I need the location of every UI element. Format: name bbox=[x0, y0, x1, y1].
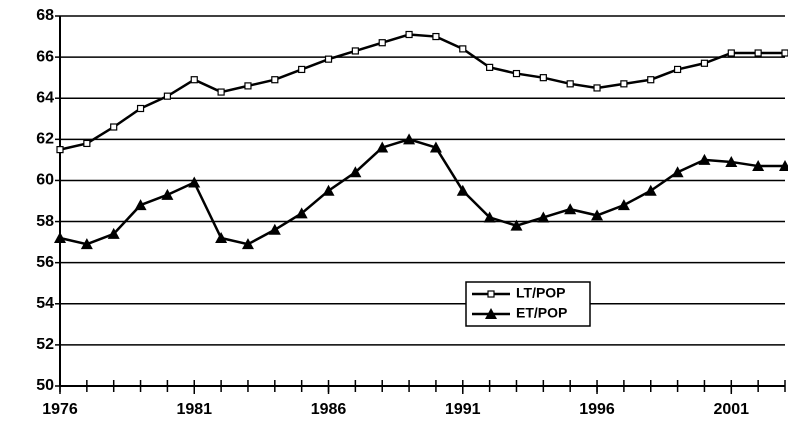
marker bbox=[432, 32, 440, 41]
x-tick-label: 1981 bbox=[176, 401, 212, 418]
marker bbox=[244, 82, 252, 90]
marker bbox=[564, 203, 577, 215]
marker bbox=[80, 238, 93, 250]
marker bbox=[537, 211, 550, 223]
marker bbox=[429, 141, 442, 153]
x-tick-label: 1996 bbox=[579, 401, 615, 418]
marker bbox=[163, 92, 172, 100]
marker bbox=[83, 139, 91, 148]
marker bbox=[324, 55, 333, 63]
x-tick-label: 1991 bbox=[445, 401, 481, 418]
marker bbox=[673, 65, 682, 74]
y-tick-label: 66 bbox=[36, 48, 54, 65]
marker bbox=[54, 232, 66, 243]
x-tick-label: 1986 bbox=[311, 401, 347, 418]
marker bbox=[56, 146, 64, 154]
marker bbox=[671, 166, 684, 178]
marker bbox=[349, 166, 362, 178]
marker bbox=[351, 47, 359, 55]
marker bbox=[295, 207, 308, 219]
line bbox=[59, 138, 785, 246]
marker bbox=[620, 80, 628, 88]
marker bbox=[268, 223, 281, 235]
marker bbox=[134, 199, 147, 211]
legend: LT/POP ET/POP bbox=[465, 281, 591, 327]
marker bbox=[161, 188, 174, 200]
marker bbox=[107, 227, 120, 239]
marker bbox=[698, 153, 711, 165]
marker bbox=[190, 76, 198, 84]
marker bbox=[456, 184, 469, 196]
marker bbox=[591, 209, 604, 221]
marker bbox=[725, 155, 738, 167]
marker bbox=[483, 211, 496, 223]
y-tick-label: 68 bbox=[36, 7, 54, 24]
line bbox=[59, 33, 785, 151]
y-tick-label: 64 bbox=[36, 89, 54, 106]
x-tick-label: 1976 bbox=[42, 401, 78, 418]
series bbox=[54, 133, 788, 250]
marker bbox=[593, 84, 601, 92]
y-tick-label: 56 bbox=[36, 254, 54, 271]
marker bbox=[217, 88, 225, 96]
marker bbox=[487, 290, 495, 298]
marker bbox=[403, 133, 416, 145]
y-tick-label: 54 bbox=[36, 295, 54, 312]
marker bbox=[188, 176, 201, 188]
marker bbox=[486, 63, 494, 71]
marker bbox=[298, 65, 306, 74]
series bbox=[56, 30, 788, 154]
marker bbox=[647, 76, 655, 84]
marker bbox=[485, 308, 497, 319]
y-tick-label: 60 bbox=[36, 172, 54, 189]
marker bbox=[136, 104, 145, 113]
y-tick-label: 50 bbox=[36, 377, 54, 394]
marker bbox=[510, 219, 523, 231]
y-tick-label: 58 bbox=[36, 213, 54, 230]
marker bbox=[700, 59, 709, 67]
marker bbox=[727, 49, 735, 57]
legend-label: ET/POP bbox=[516, 305, 567, 321]
marker bbox=[779, 160, 788, 172]
marker bbox=[781, 49, 788, 57]
x-tick-label: 2001 bbox=[713, 401, 749, 418]
marker bbox=[376, 141, 389, 153]
marker bbox=[566, 80, 574, 88]
marker bbox=[459, 45, 467, 53]
marker bbox=[617, 199, 630, 211]
legend-label: LT/POP bbox=[516, 285, 566, 301]
marker bbox=[752, 160, 765, 172]
marker bbox=[322, 184, 335, 196]
marker bbox=[539, 74, 547, 82]
marker bbox=[241, 238, 254, 250]
y-tick-label: 62 bbox=[36, 131, 54, 148]
marker bbox=[644, 184, 657, 196]
y-tick-label: 52 bbox=[36, 336, 54, 353]
marker bbox=[378, 39, 386, 47]
marker bbox=[110, 123, 118, 131]
marker bbox=[512, 69, 521, 78]
marker bbox=[754, 49, 762, 57]
marker bbox=[405, 30, 413, 39]
marker bbox=[271, 76, 279, 84]
marker bbox=[215, 232, 228, 243]
